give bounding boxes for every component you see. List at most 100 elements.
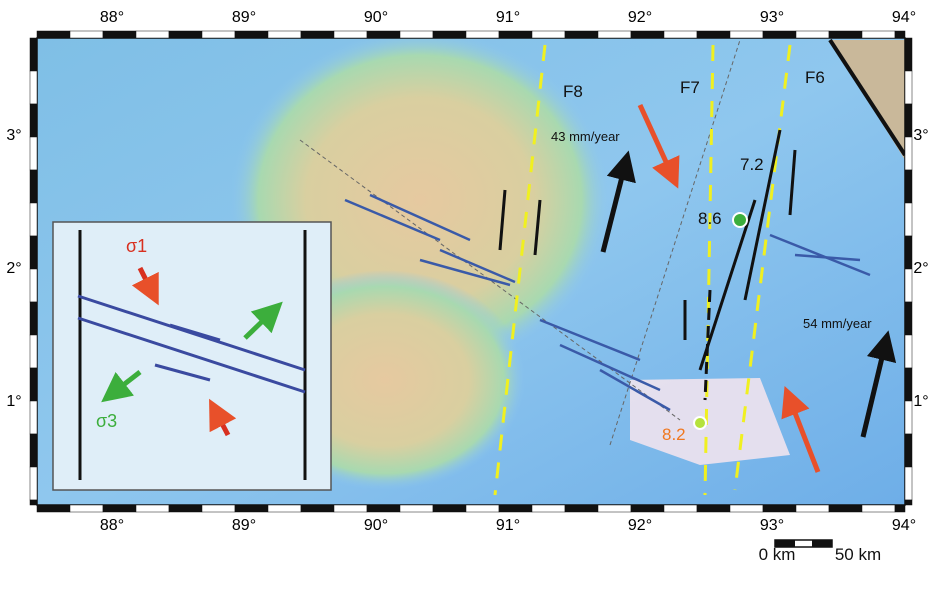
border-segment (29, 103, 38, 138)
border-segment (29, 301, 38, 336)
border-segment (904, 70, 913, 105)
border-segment (29, 499, 38, 506)
epicenter (693, 416, 707, 430)
border-segment (663, 504, 698, 513)
border-segment (904, 202, 913, 237)
lon-label: 94° (892, 9, 916, 26)
border-segment (498, 504, 533, 513)
border-segment (465, 504, 500, 513)
stress-label: σ1 (126, 236, 147, 256)
border-segment (36, 504, 71, 513)
strike-slip-segments (344, 193, 871, 412)
lon-label: 92° (628, 9, 652, 26)
border-segment (465, 30, 500, 39)
border-segment (630, 30, 665, 39)
trench (828, 38, 907, 157)
epicenter (732, 212, 748, 228)
lon-label: 94° (892, 517, 916, 534)
border-segment (366, 504, 401, 513)
border-segment (564, 504, 599, 513)
magnitude-label: 7.2 (740, 155, 764, 174)
border-segment (29, 268, 38, 303)
border-segment (168, 504, 203, 513)
border-segment (69, 504, 104, 513)
border-segment (201, 504, 236, 513)
border-segment (894, 30, 906, 39)
border-segment (29, 37, 38, 72)
lon-label: 88° (100, 517, 124, 534)
lat-label: 3° (6, 127, 21, 144)
border-segment (29, 169, 38, 204)
border-segment (762, 504, 797, 513)
lon-label: 91° (496, 9, 520, 26)
border-segment (102, 30, 137, 39)
border-segment (564, 30, 599, 39)
border-segment (904, 466, 913, 501)
faults (498, 129, 797, 401)
border-segment (904, 367, 913, 402)
border-segment (201, 30, 236, 39)
scale-bar (774, 539, 833, 548)
border-segment (531, 504, 566, 513)
lon-label: 89° (232, 9, 256, 26)
border-segment (861, 30, 896, 39)
border-segment (102, 504, 137, 513)
border-segment (300, 30, 335, 39)
border-segment (399, 30, 434, 39)
border-segment (762, 30, 797, 39)
border-segment (267, 504, 302, 513)
border-segment (36, 30, 71, 39)
border-segment (663, 30, 698, 39)
lon-label: 93° (760, 9, 784, 26)
border-segment (696, 504, 731, 513)
fault-zones (493, 44, 792, 496)
scale-label: 0 km (759, 545, 796, 564)
scale-label: 50 km (835, 545, 881, 564)
stress-label: σ3 (96, 411, 117, 431)
border-segment (828, 30, 863, 39)
profile-line (299, 139, 681, 421)
border-segment (29, 433, 38, 468)
rate-label: 43 mm/year (551, 129, 620, 144)
lat-label: 2° (6, 260, 21, 277)
border-segment (904, 268, 913, 303)
border-segment (904, 136, 913, 171)
border-segment (904, 334, 913, 369)
magnitude-label: 8.2 (662, 425, 686, 444)
lat-label: 1° (913, 393, 928, 410)
border-segment (29, 334, 38, 369)
border-segment (894, 504, 906, 513)
lon-label: 93° (760, 517, 784, 534)
border-segment (168, 30, 203, 39)
border-segment (432, 30, 467, 39)
border-segment (333, 504, 368, 513)
border-segment (904, 103, 913, 138)
border-segment (904, 400, 913, 435)
fault-label: F7 (680, 78, 700, 97)
border-segment (498, 30, 533, 39)
border-segment (904, 433, 913, 468)
lon-label: 90° (364, 517, 388, 534)
border-segment (29, 136, 38, 171)
fault-label: F6 (805, 68, 825, 87)
border-segment (234, 504, 269, 513)
border-segment (630, 504, 665, 513)
border-segment (267, 30, 302, 39)
border-segment (29, 202, 38, 237)
border-segment (300, 504, 335, 513)
border-segment (597, 504, 632, 513)
border-segment (29, 466, 38, 501)
border-segment (597, 30, 632, 39)
border-segment (904, 235, 913, 270)
border-segment (333, 30, 368, 39)
lat-label: 1° (6, 393, 21, 410)
border-segment (904, 499, 913, 506)
frame (29, 30, 913, 513)
border-segment (29, 70, 38, 105)
lat-label: 3° (913, 127, 928, 144)
motion-arrows (600, 103, 897, 473)
border-segment (531, 30, 566, 39)
lon-label: 91° (496, 517, 520, 534)
border-segment (729, 504, 764, 513)
